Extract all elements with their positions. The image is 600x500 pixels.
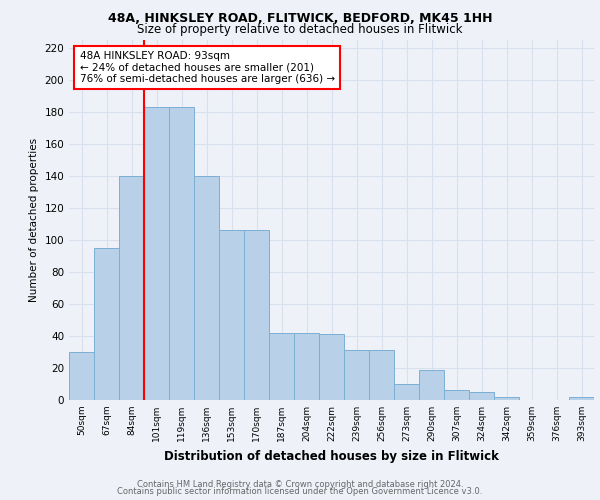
Y-axis label: Number of detached properties: Number of detached properties (29, 138, 39, 302)
Bar (344, 350, 369, 400)
Text: 48A, HINKSLEY ROAD, FLITWICK, BEDFORD, MK45 1HH: 48A, HINKSLEY ROAD, FLITWICK, BEDFORD, M… (108, 12, 492, 26)
Text: 48A HINKSLEY ROAD: 93sqm
← 24% of detached houses are smaller (201)
76% of semi-: 48A HINKSLEY ROAD: 93sqm ← 24% of detach… (79, 51, 335, 84)
Bar (319, 334, 344, 400)
Bar (294, 333, 319, 400)
Bar (244, 230, 269, 400)
Bar (194, 176, 219, 400)
Bar (169, 107, 194, 400)
Bar (419, 370, 444, 400)
Bar (369, 350, 394, 400)
Bar (119, 176, 144, 400)
Bar (444, 390, 469, 400)
Text: Contains HM Land Registry data © Crown copyright and database right 2024.: Contains HM Land Registry data © Crown c… (137, 480, 463, 489)
X-axis label: Distribution of detached houses by size in Flitwick: Distribution of detached houses by size … (164, 450, 499, 462)
Bar (94, 248, 119, 400)
Bar (269, 333, 294, 400)
Bar (394, 384, 419, 400)
Bar (569, 397, 594, 400)
Text: Size of property relative to detached houses in Flitwick: Size of property relative to detached ho… (137, 22, 463, 36)
Bar (494, 397, 519, 400)
Bar (219, 230, 244, 400)
Bar (69, 352, 94, 400)
Bar (469, 392, 494, 400)
Text: Contains public sector information licensed under the Open Government Licence v3: Contains public sector information licen… (118, 487, 482, 496)
Bar (144, 107, 169, 400)
